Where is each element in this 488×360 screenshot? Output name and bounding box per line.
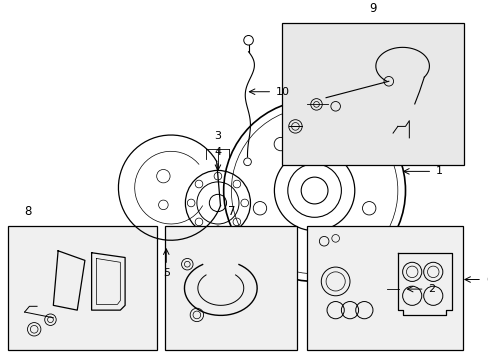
Text: 4: 4 [214,147,221,157]
Text: 5: 5 [163,268,169,278]
Text: 2: 2 [427,284,435,294]
Text: 7: 7 [227,205,235,218]
Text: 10: 10 [276,87,289,97]
Text: 3: 3 [214,131,221,141]
Text: 9: 9 [368,3,376,15]
Text: 1: 1 [435,166,442,176]
Bar [282,23,463,165]
Text: 6: 6 [485,275,488,284]
Bar [8,226,156,350]
Text: 8: 8 [24,205,31,218]
Bar [306,226,462,350]
Bar [165,226,297,350]
